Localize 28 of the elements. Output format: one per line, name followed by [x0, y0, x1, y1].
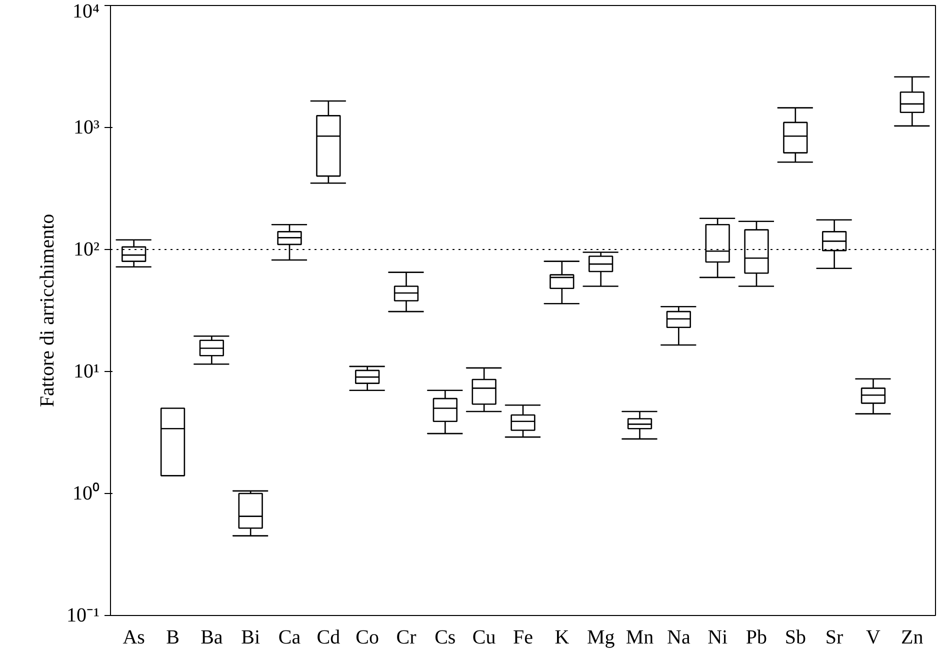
y-tick-label: 10³: [74, 116, 100, 138]
x-tick-label: Cs: [434, 626, 456, 648]
x-tick-label: Ba: [200, 626, 223, 648]
x-tick-label: As: [122, 626, 146, 648]
y-tick-label: 10⁰: [72, 482, 100, 504]
x-tick-label: Co: [356, 626, 380, 648]
x-tick-label: Na: [667, 626, 690, 648]
x-tick-label: Sr: [825, 626, 844, 648]
x-tick-label: Ca: [278, 626, 301, 648]
x-tick-label: K: [554, 626, 570, 648]
y-tick-label: 10¹: [74, 360, 100, 382]
x-tick-label: B: [166, 626, 180, 648]
x-tick-label: Sb: [784, 626, 806, 648]
x-tick-label: Cr: [396, 626, 417, 648]
x-tick-label: Fe: [513, 626, 534, 648]
x-tick-label: Mg: [586, 626, 615, 648]
x-tick-label: V: [866, 626, 882, 648]
y-tick-label: 10⁻¹: [66, 604, 100, 626]
x-tick-label: Cu: [472, 626, 496, 648]
x-tick-label: Mn: [626, 626, 654, 648]
y-tick-label: 10²: [74, 238, 100, 260]
x-tick-label: Zn: [901, 626, 924, 648]
x-tick-label: Ni: [708, 626, 728, 648]
y-tick-label: 10⁴: [72, 0, 100, 22]
y-axis-title: Fattore di arricchimento: [36, 214, 59, 408]
x-tick-label: Bi: [241, 626, 260, 648]
x-tick-label: Pb: [746, 626, 768, 648]
x-tick-label: Cd: [316, 626, 340, 648]
